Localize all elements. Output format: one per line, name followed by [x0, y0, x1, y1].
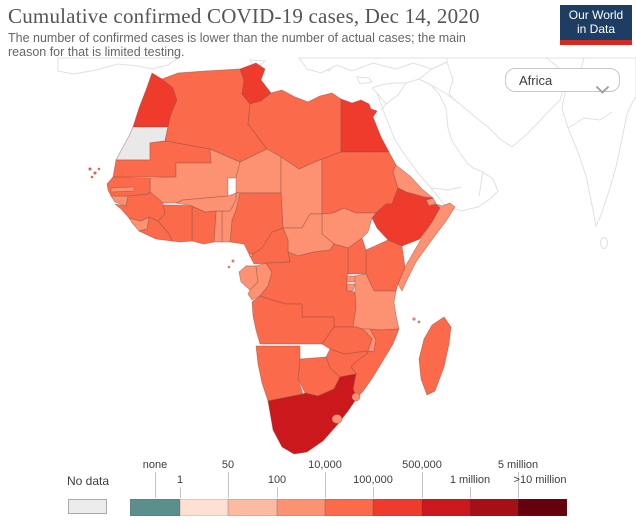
- legend-color-bar: [130, 499, 567, 516]
- legend-bin-swatch[interactable]: [130, 499, 180, 516]
- country-sao-tome-and-principe[interactable]: [228, 260, 234, 268]
- legend-tick-label: 100,000: [353, 474, 393, 486]
- country-burundi[interactable]: [347, 284, 355, 291]
- landmass-turkey: [299, 58, 447, 73]
- legend-tick-line: [155, 472, 156, 498]
- legend-bin-swatch[interactable]: [277, 499, 325, 516]
- legend-tick-label: none: [142, 459, 168, 471]
- country-senegal[interactable]: [107, 177, 150, 196]
- country-angola[interactable]: [252, 296, 334, 344]
- legend-tick-label: 500,000: [402, 459, 442, 471]
- chart-subtitle: The number of confirmed cases is lower t…: [8, 31, 466, 59]
- african-countries: [89, 63, 455, 454]
- legend-tick-line: [373, 487, 374, 498]
- legend-tick-label: 10,000: [308, 459, 342, 471]
- legend-tick-line: [277, 487, 278, 498]
- country-somalia[interactable]: [398, 203, 455, 291]
- legend-bin-swatch[interactable]: [228, 499, 277, 516]
- country-eswatini[interactable]: [352, 393, 360, 401]
- arabia-internal-borders: [377, 83, 483, 196]
- legend-tick-label: 100: [267, 474, 287, 486]
- country-gambia[interactable]: [111, 187, 134, 192]
- country-comoros[interactable]: [413, 318, 420, 323]
- owid-logo-line1: Our World: [568, 8, 624, 22]
- landmass-sri-lanka: [601, 238, 608, 249]
- iran-internal-border: [447, 62, 455, 101]
- legend-tick-label: >10 million: [513, 474, 567, 486]
- legend-tick-label: 1: [176, 474, 184, 486]
- legend-tick-line: [180, 487, 181, 498]
- page-title: Cumulative confirmed COVID-19 cases, Dec…: [8, 4, 480, 28]
- owid-logo-box: Our World in Data: [560, 5, 632, 40]
- legend-tick-line: [228, 472, 229, 498]
- legend-tick-line: [518, 472, 519, 498]
- legend-no-data-label: No data: [66, 474, 110, 488]
- legend-tick-line: [470, 487, 471, 498]
- country-madagascar[interactable]: [419, 317, 451, 395]
- legend-bin-swatch[interactable]: [325, 499, 373, 516]
- landmass-cyprus: [357, 77, 372, 84]
- country-cape-verde[interactable]: [89, 168, 100, 178]
- legend-bin-swatch[interactable]: [180, 499, 228, 516]
- legend-bin-swatch[interactable]: [373, 499, 422, 516]
- owid-logo[interactable]: Our World in Data: [560, 5, 632, 45]
- owid-logo-accent-bar: [560, 40, 632, 45]
- chevron-down-icon: [596, 78, 609, 101]
- country-burkina-faso[interactable]: [176, 193, 236, 212]
- legend-tick-line: [422, 472, 423, 498]
- legend-tick-line: [325, 472, 326, 498]
- country-lesotho[interactable]: [332, 415, 342, 424]
- landmass-india: [547, 58, 636, 226]
- country-namibia[interactable]: [256, 346, 303, 401]
- country-bioko-island[interactable]: [250, 254, 253, 257]
- legend-bin-swatch[interactable]: [518, 499, 567, 516]
- region-dropdown-value: Africa: [519, 73, 553, 88]
- region-dropdown[interactable]: Africa: [505, 68, 620, 94]
- legend-bin-swatch[interactable]: [422, 499, 470, 516]
- owid-logo-line2: in Data: [576, 22, 616, 36]
- landmass-iberia: [58, 58, 178, 74]
- legend-tick-label: 5 million: [497, 459, 539, 471]
- legend-tick-label: 50: [221, 459, 235, 471]
- legend-tick-label: 1 million: [449, 474, 491, 486]
- legend-no-data-swatch[interactable]: [68, 499, 107, 514]
- legend-bin-swatch[interactable]: [470, 499, 518, 516]
